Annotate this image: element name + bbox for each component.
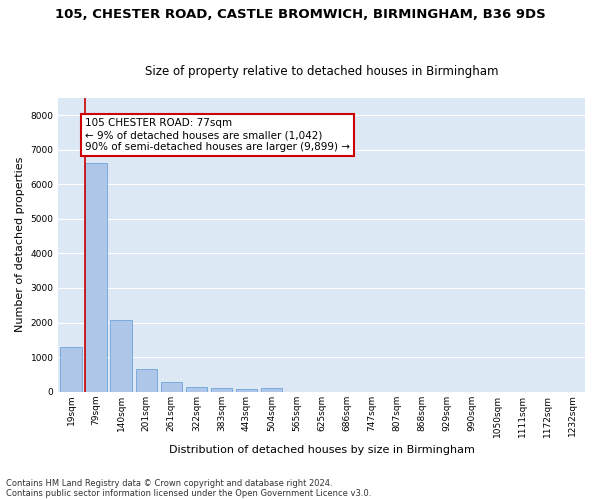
Bar — [211, 388, 232, 392]
Bar — [110, 320, 132, 392]
Text: 105, CHESTER ROAD, CASTLE BROMWICH, BIRMINGHAM, B36 9DS: 105, CHESTER ROAD, CASTLE BROMWICH, BIRM… — [55, 8, 545, 20]
Text: Contains HM Land Registry data © Crown copyright and database right 2024.: Contains HM Land Registry data © Crown c… — [6, 478, 332, 488]
Bar — [136, 370, 157, 392]
Bar — [185, 386, 207, 392]
Text: 105 CHESTER ROAD: 77sqm
← 9% of detached houses are smaller (1,042)
90% of semi-: 105 CHESTER ROAD: 77sqm ← 9% of detached… — [85, 118, 350, 152]
Bar — [261, 388, 282, 392]
X-axis label: Distribution of detached houses by size in Birmingham: Distribution of detached houses by size … — [169, 445, 475, 455]
Bar — [60, 347, 82, 392]
Bar — [161, 382, 182, 392]
Bar — [236, 389, 257, 392]
Y-axis label: Number of detached properties: Number of detached properties — [15, 157, 25, 332]
Bar — [85, 164, 107, 392]
Title: Size of property relative to detached houses in Birmingham: Size of property relative to detached ho… — [145, 66, 499, 78]
Text: Contains public sector information licensed under the Open Government Licence v3: Contains public sector information licen… — [6, 488, 371, 498]
